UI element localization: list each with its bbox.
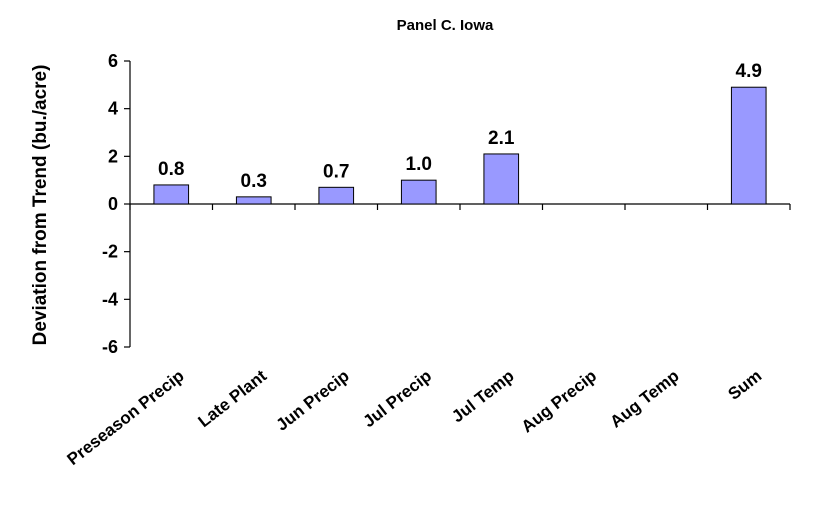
bar <box>400 179 437 205</box>
data-label: 1.0 <box>406 154 432 175</box>
data-label: 2.1 <box>488 128 515 149</box>
x-tick-label: Preseason Precip <box>64 366 188 469</box>
y-tick-label: 6 <box>108 51 118 71</box>
x-tick-label: Jul Temp <box>448 366 518 426</box>
bars: 0.8 0.3 0.7 1.0 2.1 4.9 <box>153 61 767 205</box>
data-label: 0.3 <box>241 171 267 192</box>
y-tick-label: 0 <box>108 194 118 214</box>
bar <box>318 186 355 205</box>
bar <box>483 153 520 205</box>
bar <box>153 184 190 205</box>
y-tick-label: -6 <box>102 337 118 357</box>
x-ticks: Preseason Precip Late Plant Jun Precip Jul … <box>64 204 791 469</box>
y-tick-label: 4 <box>108 99 118 119</box>
data-label: 0.7 <box>323 161 349 182</box>
y-ticks: 6 4 2 0 -2 -4 -6 <box>102 51 130 357</box>
data-label: 4.9 <box>736 61 762 82</box>
x-tick-label: Late Plant <box>194 366 270 431</box>
y-axis-label: Deviation from Trend (bu./acre) <box>30 65 51 346</box>
y-tick-label: -4 <box>102 289 118 309</box>
x-tick-label: Aug Temp <box>607 366 683 431</box>
x-tick-label: Jun Precip <box>273 366 353 434</box>
bar <box>730 86 767 205</box>
data-label: 0.8 <box>158 159 184 180</box>
chart-title: Panel C. Iowa <box>397 17 494 34</box>
y-tick-label: -2 <box>102 242 118 262</box>
bar <box>235 196 272 205</box>
y-tick-label: 2 <box>108 146 118 166</box>
x-tick-label: Jul Precip <box>359 366 435 431</box>
x-tick-label: Aug Precip <box>518 366 600 436</box>
x-tick-label: Sum <box>724 366 765 404</box>
